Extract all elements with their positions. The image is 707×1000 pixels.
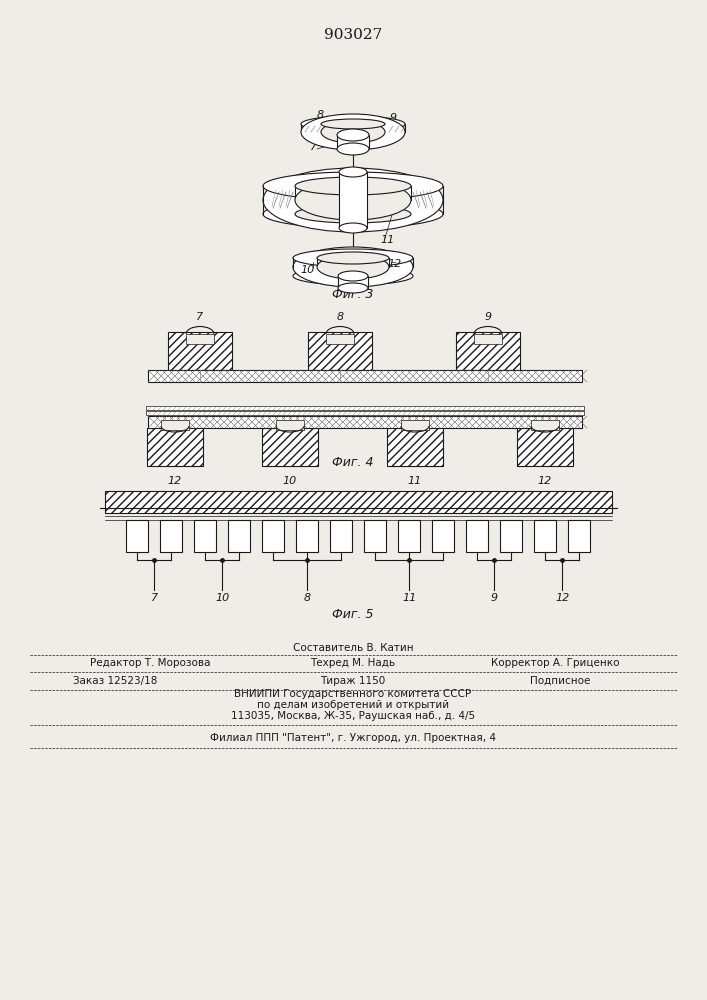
Bar [531, 420, 559, 430]
Text: 8: 8 [337, 312, 344, 322]
Text: 10: 10 [283, 476, 297, 486]
Text: Корректор А. Гриценко: Корректор А. Гриценко [491, 658, 619, 668]
Text: 11: 11 [408, 476, 422, 486]
Bar [146, 411, 584, 415]
Ellipse shape [339, 167, 367, 177]
Bar [365, 520, 387, 552]
Bar [568, 520, 590, 552]
Ellipse shape [317, 255, 389, 279]
Bar [161, 420, 189, 430]
Text: 12: 12 [556, 593, 570, 603]
Text: 11: 11 [402, 593, 416, 603]
Text: 9: 9 [491, 593, 498, 603]
Text: по делам изобретений и открытий: по делам изобретений и открытий [257, 700, 449, 710]
Ellipse shape [339, 223, 367, 233]
Bar [146, 406, 584, 410]
Bar [127, 520, 148, 552]
Ellipse shape [338, 271, 368, 281]
Text: 903027: 903027 [324, 28, 382, 42]
Bar [326, 334, 354, 344]
Ellipse shape [321, 119, 385, 129]
Bar [262, 428, 318, 466]
Text: Заказ 12523/18: Заказ 12523/18 [73, 676, 157, 686]
Text: 10: 10 [216, 593, 230, 603]
Ellipse shape [337, 129, 369, 141]
Ellipse shape [293, 267, 413, 285]
Ellipse shape [338, 283, 368, 293]
Text: 7: 7 [197, 312, 204, 322]
Text: 9: 9 [390, 113, 397, 123]
Bar [194, 520, 216, 552]
Text: Техред М. Надь: Техред М. Надь [310, 658, 395, 668]
Bar [148, 416, 582, 428]
Text: Подписное: Подписное [530, 676, 590, 686]
Text: 12: 12 [538, 476, 552, 486]
Text: 7: 7 [151, 593, 158, 603]
Text: Филиал ППП "Патент", г. Ужгород, ул. Проектная, 4: Филиал ППП "Патент", г. Ужгород, ул. Про… [210, 733, 496, 743]
Text: 11: 11 [381, 235, 395, 245]
Bar [147, 428, 203, 466]
Text: Фиг. 3: Фиг. 3 [332, 288, 374, 302]
Bar [517, 428, 573, 466]
Text: 8: 8 [317, 110, 324, 120]
Text: 7: 7 [310, 142, 317, 152]
Ellipse shape [337, 143, 369, 155]
Ellipse shape [263, 200, 443, 228]
Bar [276, 420, 304, 430]
Ellipse shape [295, 205, 411, 223]
Text: 12: 12 [388, 259, 402, 269]
Bar [474, 334, 502, 344]
Text: Фиг. 5: Фиг. 5 [332, 608, 374, 621]
Bar [338, 276, 368, 288]
Ellipse shape [317, 252, 389, 264]
Ellipse shape [293, 249, 413, 267]
Text: Редактор Т. Морозова: Редактор Т. Морозова [90, 658, 210, 668]
Ellipse shape [263, 172, 443, 200]
Bar [456, 332, 520, 370]
Bar [168, 332, 232, 370]
Text: ВНИИПИ Государственного комитета СССР: ВНИИПИ Государственного комитета СССР [235, 689, 472, 699]
Bar [399, 520, 421, 552]
Ellipse shape [293, 247, 413, 287]
Bar [467, 520, 489, 552]
Text: 12: 12 [168, 476, 182, 486]
Text: Фиг. 4: Фиг. 4 [332, 456, 374, 468]
Ellipse shape [263, 168, 443, 232]
Ellipse shape [301, 116, 405, 132]
Text: 113035, Москва, Ж-35, Раушская наб., д. 4/5: 113035, Москва, Ж-35, Раушская наб., д. … [231, 711, 475, 721]
Bar [339, 172, 367, 228]
Bar [433, 520, 455, 552]
Text: Тираж 1150: Тираж 1150 [320, 676, 385, 686]
Bar [534, 520, 556, 552]
Bar [228, 520, 250, 552]
Text: 10: 10 [301, 265, 315, 275]
Bar [337, 135, 369, 149]
Ellipse shape [321, 121, 385, 143]
Ellipse shape [301, 114, 405, 150]
Bar [105, 491, 612, 513]
Bar [186, 334, 214, 344]
Ellipse shape [295, 177, 411, 195]
Bar [330, 520, 353, 552]
Bar [262, 520, 284, 552]
Bar [148, 370, 582, 382]
Bar [296, 520, 318, 552]
Bar [308, 332, 372, 370]
Bar [160, 520, 182, 552]
Bar [401, 420, 429, 430]
Text: Составитель В. Катин: Составитель В. Катин [293, 643, 414, 653]
Text: 9: 9 [484, 312, 491, 322]
Ellipse shape [295, 180, 411, 220]
Bar [387, 428, 443, 466]
Bar [501, 520, 522, 552]
Text: 8: 8 [304, 593, 311, 603]
